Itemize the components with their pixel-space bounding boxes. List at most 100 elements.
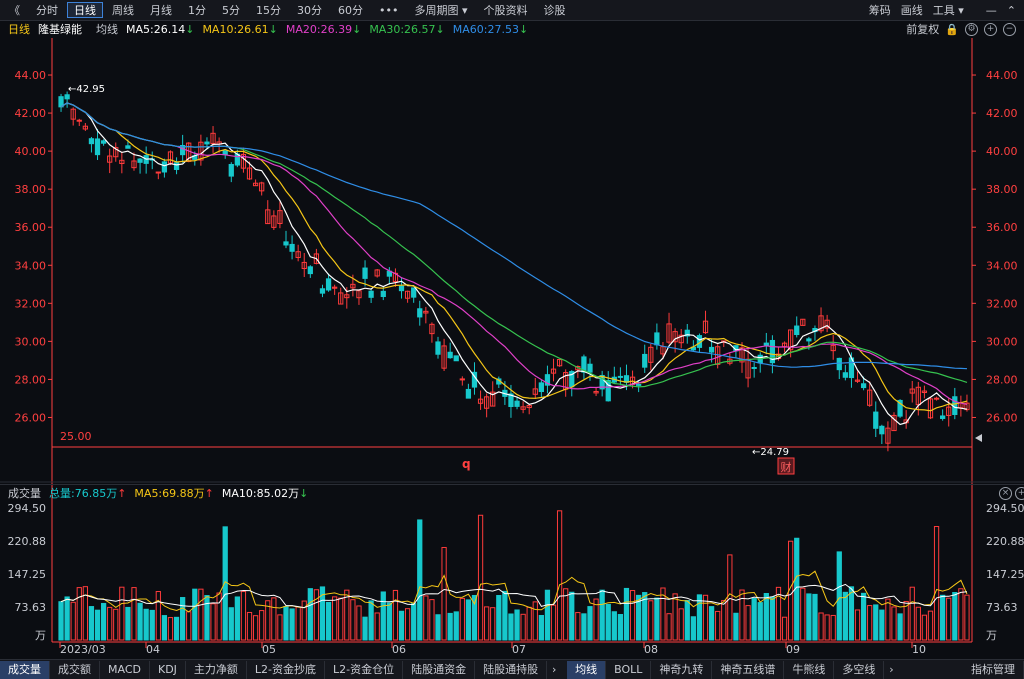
volume-bar bbox=[174, 617, 178, 640]
price-level-label: 25.00 bbox=[60, 430, 92, 443]
volume-bar bbox=[886, 599, 890, 640]
price-tick-right: 40.00 bbox=[986, 145, 1018, 158]
indicator-manage-button[interactable]: 指标管理 bbox=[963, 661, 1024, 679]
volume-tick-right: 73.63 bbox=[986, 601, 1018, 614]
bottom-tab-0[interactable]: 成交量 bbox=[0, 661, 50, 679]
volume-bar bbox=[108, 607, 112, 640]
bottom-tab-5[interactable]: L2-资金抄底 bbox=[247, 661, 325, 679]
date-tick: 10 bbox=[912, 643, 926, 656]
date-tick: 05 bbox=[262, 643, 276, 656]
candle-body bbox=[290, 244, 294, 251]
candle-body bbox=[795, 326, 799, 334]
volume-bar bbox=[430, 600, 434, 640]
volume-bar bbox=[898, 614, 902, 640]
volume-bar bbox=[187, 612, 191, 640]
indicator-arrow-right-icon[interactable]: › bbox=[884, 663, 898, 676]
candle-body bbox=[934, 398, 938, 399]
bottom-tab-1[interactable]: 成交额 bbox=[50, 661, 100, 679]
volume-tick-right: 147.25 bbox=[986, 568, 1024, 581]
candle-body bbox=[363, 268, 367, 278]
volume-bar bbox=[752, 599, 756, 640]
candle-body bbox=[381, 291, 385, 296]
bottom-tab-4[interactable]: 主力净额 bbox=[186, 661, 247, 679]
volume-bar bbox=[339, 598, 343, 640]
volume-bar bbox=[746, 606, 750, 640]
candle-body bbox=[466, 389, 470, 398]
volume-info-bar: 成交量 总量:76.85万↑ MA5:69.88万↑ MA10:85.02万↓ … bbox=[0, 484, 1024, 501]
volume-bar bbox=[205, 596, 209, 640]
volume-bar bbox=[673, 594, 677, 640]
grid-lines bbox=[0, 38, 1024, 642]
bottom-tab-8[interactable]: 陆股通持股 bbox=[475, 661, 547, 679]
volume-bar bbox=[424, 596, 428, 640]
volume-bar bbox=[728, 555, 732, 640]
volume-bar bbox=[241, 592, 245, 640]
candle-body bbox=[941, 416, 945, 419]
volume-tick-left: 147.25 bbox=[8, 568, 47, 581]
price-tick-left: 42.00 bbox=[15, 107, 47, 120]
price-axis-right: 44.0042.0040.0038.0036.0034.0032.0030.00… bbox=[986, 69, 1018, 424]
volume-bar bbox=[564, 589, 568, 640]
volume-bar bbox=[211, 604, 215, 640]
volume-bar bbox=[393, 590, 397, 640]
volume-bar bbox=[861, 593, 865, 640]
volume-bar bbox=[296, 607, 300, 640]
candle-body bbox=[418, 309, 422, 317]
volume-bar bbox=[831, 615, 835, 640]
price-tick-left: 44.00 bbox=[15, 69, 47, 82]
bottom-tab-2[interactable]: MACD bbox=[100, 661, 150, 679]
volume-bar bbox=[959, 589, 963, 640]
volume-bar bbox=[162, 616, 166, 640]
indicator-tab-5[interactable]: 多空线 bbox=[834, 661, 884, 679]
volume-bar bbox=[95, 610, 99, 640]
indicator-tab-1[interactable]: BOLL bbox=[606, 661, 651, 679]
volume-bar bbox=[308, 589, 312, 640]
volume-bar bbox=[801, 588, 805, 640]
candle-body bbox=[138, 159, 142, 162]
volume-ma10: MA10:85.02万↓ bbox=[222, 485, 308, 501]
volume-bar bbox=[509, 614, 513, 640]
volume-bar bbox=[77, 588, 81, 640]
candle-body bbox=[399, 286, 403, 290]
close-indicator-icon[interactable]: × bbox=[999, 487, 1012, 500]
kline-chart[interactable]: 44.0042.0040.0038.0036.0034.0032.0030.00… bbox=[0, 0, 1024, 660]
cai-marker: 财 bbox=[781, 460, 792, 474]
volume-title[interactable]: 成交量 bbox=[8, 485, 41, 501]
volume-bar bbox=[436, 615, 440, 640]
candle-body bbox=[655, 333, 659, 345]
tabs-arrow-right-icon[interactable]: › bbox=[547, 663, 561, 676]
price-tick-left: 30.00 bbox=[15, 335, 47, 348]
price-tick-right: 28.00 bbox=[986, 373, 1018, 386]
volume-bar bbox=[928, 611, 932, 640]
q-marker: q bbox=[462, 457, 471, 471]
volume-bar bbox=[381, 592, 385, 640]
volume-bar bbox=[418, 520, 422, 640]
volume-bar bbox=[588, 607, 592, 640]
volume-bar bbox=[253, 616, 257, 640]
candle-body bbox=[643, 354, 647, 367]
bottom-tab-7[interactable]: 陆股通资金 bbox=[403, 661, 475, 679]
volume-bar bbox=[326, 602, 330, 640]
volume-bar bbox=[503, 591, 507, 640]
indicator-tab-2[interactable]: 神奇九转 bbox=[651, 661, 712, 679]
volume-bar bbox=[478, 515, 482, 640]
indicator-tab-4[interactable]: 牛熊线 bbox=[784, 661, 834, 679]
volume-bar bbox=[691, 617, 695, 640]
volume-bar bbox=[223, 527, 227, 640]
bottom-tab-6[interactable]: L2-资金仓位 bbox=[325, 661, 403, 679]
volume-bar bbox=[758, 603, 762, 640]
bottom-tab-3[interactable]: KDJ bbox=[150, 661, 186, 679]
indicator-tab-0[interactable]: 均线 bbox=[567, 661, 606, 679]
date-tick: 08 bbox=[644, 643, 658, 656]
volume-bar bbox=[521, 614, 525, 640]
volume-bar bbox=[65, 597, 69, 640]
indicator-tab-3[interactable]: 神奇五线谱 bbox=[712, 661, 784, 679]
add-indicator-icon[interactable]: + bbox=[1015, 487, 1024, 500]
volume-bar bbox=[904, 601, 908, 640]
volume-bar bbox=[649, 601, 653, 640]
volume-bar bbox=[351, 600, 355, 640]
volume-bar bbox=[934, 527, 938, 640]
volume-tick-right: 万 bbox=[986, 629, 997, 642]
ma10-line bbox=[61, 103, 967, 411]
